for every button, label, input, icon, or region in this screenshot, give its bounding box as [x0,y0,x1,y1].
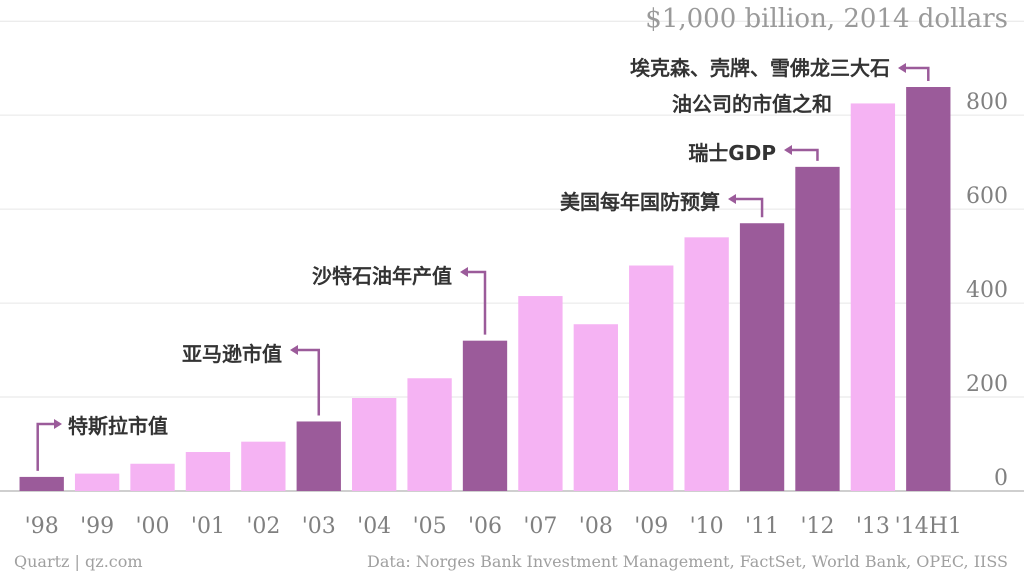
annotation-lines [36,63,930,471]
y-tick-label: 600 [966,184,1008,209]
annotation-arrow [460,267,468,277]
annotation-label: 美国每年国防预算 [560,190,720,214]
y-axis-ticks: 0 200 400 600 800 [966,90,1008,491]
x-tick-label: '12 [800,514,834,539]
annotation-label: 特斯拉市值 [68,414,168,438]
bar-05 [407,378,452,491]
x-tick-label: '08 [579,514,613,539]
annotation-label: 埃克森、壳牌、雪佛龙三大石 [630,56,890,80]
bar-00 [130,463,175,491]
bar-06 [462,340,508,491]
x-tick-label: '11 [745,514,779,539]
y-tick-label: 0 [994,466,1008,491]
annotation-line [730,197,764,218]
x-tick-label: '10 [690,514,724,539]
x-tick-label: '09 [634,514,668,539]
y-tick-label: 200 [966,372,1008,397]
x-tick-label: '13 [856,514,890,539]
bar-11 [739,223,785,492]
footer-source-left: Quartz | qz.com [14,552,143,571]
annotation-line [900,66,930,81]
bar-01 [185,452,231,491]
bar-07 [518,296,563,491]
annotation-label: 瑞士GDP [688,141,776,165]
x-tick-label: '02 [246,514,280,539]
bar-04 [352,397,397,491]
annotation-label: 沙特石油年产值 [312,264,452,288]
bar-08 [573,324,618,491]
y-tick-label: 800 [966,90,1008,115]
annotation-line [786,148,819,161]
bar-13 [850,103,896,491]
x-tick-label: '04 [357,514,391,539]
annotation-label: 亚马逊市值 [182,342,282,366]
annotation-arrow [898,63,906,73]
bar-14H1 [906,87,951,491]
annotation-label: 油公司的市值之和 [672,92,832,116]
x-tick-label: '00 [136,514,170,539]
x-axis-ticks: '98 '99 '00 '01 '02 '03 '04 '05 '06 '07 '08 '09 '10 '… [25,514,962,539]
x-tick-label: '06 [468,514,502,539]
unit-label: $1,000 billion, 2014 dollars [645,4,1008,34]
bars [19,87,951,492]
x-tick-label: '98 [25,514,59,539]
footer-source-right: Data: Norges Bank Investment Management,… [367,552,1008,571]
x-tick-label: '99 [80,514,114,539]
bar-09 [629,265,674,491]
y-tick-label: 400 [966,278,1008,303]
bar-12 [795,166,840,491]
annotation-line [292,348,321,416]
x-tick-label: '05 [413,514,447,539]
annotation-line [462,270,487,335]
bar-02 [241,441,286,491]
bar-99 [74,473,120,491]
bar-98 [19,476,64,491]
annotation-line [36,422,60,471]
bar-03 [296,421,341,491]
annotation-arrow [54,419,62,429]
x-tick-label: '07 [523,514,557,539]
x-tick-label: '01 [191,514,225,539]
annotation-arrow [290,345,298,355]
annotation-arrow [784,145,792,155]
x-tick-label: '03 [302,514,336,539]
bar-10 [684,237,729,491]
annotation-arrow [728,194,736,204]
x-tick-label: '14H1 [895,514,962,539]
